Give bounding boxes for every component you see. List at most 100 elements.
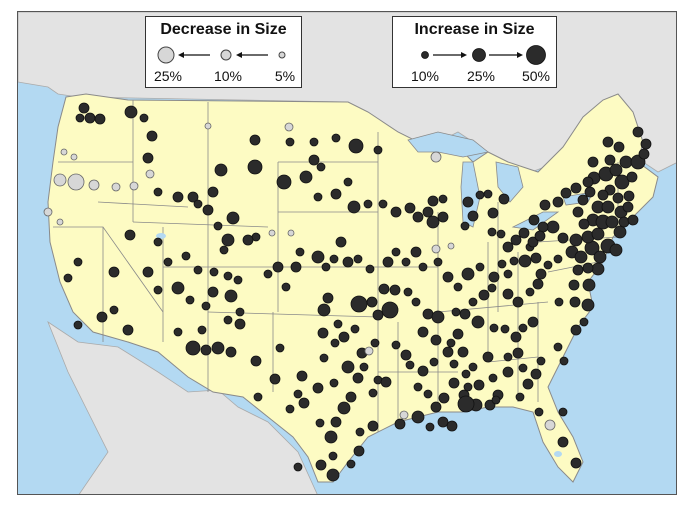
increase-site-dot [269, 373, 281, 385]
increase-site-dot [442, 271, 454, 283]
legend-decrease-label-5: 5% [274, 68, 296, 84]
increase-site-dot [478, 289, 490, 301]
increase-site-dot [601, 200, 615, 214]
increase-site-dot [224, 289, 238, 303]
increase-site-dot [185, 340, 201, 356]
increase-site-dot [473, 379, 485, 391]
increase-site-dot [173, 327, 183, 337]
increase-site-dot [532, 278, 544, 290]
increase-site-dot [317, 327, 329, 339]
increase-site-dot [543, 260, 553, 270]
increase-site-dot [461, 369, 471, 379]
increase-site-dot [193, 265, 203, 275]
increase-site-dot [63, 273, 73, 283]
increase-site-dot [614, 174, 630, 190]
legend-increase: Increase in Size 10% 25% 50% [392, 16, 557, 88]
increase-site-dot [370, 338, 380, 348]
increase-site-dot [570, 457, 582, 469]
decrease-site-dot [284, 122, 294, 132]
increase-site-dot [502, 288, 514, 300]
decrease-site-dot [399, 410, 409, 420]
increase-site-dot [365, 264, 375, 274]
increase-site-dot [73, 257, 83, 267]
increase-site-dot [632, 126, 644, 138]
increase-site-dot [602, 136, 614, 148]
increase-site-dot [290, 261, 302, 273]
increase-site-dot [353, 445, 365, 457]
increase-site-dot [296, 370, 308, 382]
increase-site-dot [498, 193, 510, 205]
increase-site-dot [200, 344, 212, 356]
increase-site-dot [422, 308, 434, 320]
increase-site-dot [593, 250, 607, 264]
increase-site-dot [446, 420, 458, 432]
decrease-site-dot [204, 122, 212, 130]
increase-site-dot [312, 382, 324, 394]
increase-site-dot [207, 286, 219, 298]
legend-decrease-10-dot [220, 49, 232, 61]
increase-site-dot [570, 324, 582, 336]
increase-site-dot [487, 227, 497, 237]
increase-site-dot [353, 254, 363, 264]
increase-site-dot [328, 451, 338, 461]
legend-decrease-arrowhead-1 [178, 52, 184, 58]
us-map [18, 12, 676, 494]
decrease-site-dot [111, 182, 121, 192]
increase-site-dot [534, 230, 546, 242]
increase-site-dot [502, 366, 514, 378]
legend-decrease: Decrease in Size 25% 10% 5% [145, 16, 302, 88]
increase-site-dot [321, 262, 331, 272]
increase-site-dot [537, 221, 549, 233]
increase-site-dot [462, 196, 474, 208]
increase-site-dot [426, 215, 440, 229]
increase-site-dot [522, 378, 534, 390]
increase-site-dot [559, 356, 569, 366]
increase-site-dot [211, 341, 225, 355]
increase-site-dot [482, 351, 494, 363]
increase-site-dot [574, 250, 588, 264]
increase-site-dot [491, 395, 501, 405]
increase-site-dot [235, 307, 245, 317]
increase-site-dot [298, 397, 310, 409]
increase-site-dot [525, 287, 535, 297]
increase-site-dot [367, 420, 379, 432]
decrease-site-dot [447, 242, 455, 250]
legend-increase-25-dot [472, 48, 486, 62]
increase-site-dot [281, 282, 291, 292]
increase-site-dot [249, 134, 261, 146]
increase-site-dot [591, 227, 605, 241]
increase-site-dot [171, 281, 185, 295]
increase-site-dot [487, 207, 499, 219]
legend-decrease-title: Decrease in Size [160, 21, 287, 38]
increase-site-dot [557, 436, 569, 448]
increase-site-dot [350, 324, 360, 334]
increase-site-dot [467, 210, 479, 222]
increase-site-dot [496, 229, 506, 239]
increase-site-dot [330, 338, 340, 348]
increase-site-dot [233, 275, 243, 285]
increase-site-dot [512, 296, 524, 308]
increase-site-dot [338, 331, 350, 343]
increase-site-dot [94, 113, 106, 125]
increase-site-dot [330, 416, 342, 428]
increase-site-dot [316, 162, 326, 172]
increase-site-dot [468, 297, 478, 307]
increase-site-dot [219, 245, 229, 255]
increase-site-dot [582, 262, 594, 274]
increase-site-dot [337, 401, 351, 415]
increase-site-dot [146, 130, 158, 142]
decrease-site-dot [67, 173, 85, 191]
increase-site-dot [626, 171, 638, 183]
increase-site-dot [433, 257, 443, 267]
site-dots [43, 102, 652, 482]
increase-site-dot [497, 259, 507, 269]
increase-site-dot [557, 232, 569, 244]
increase-site-dot [411, 410, 425, 424]
increase-site-dot [372, 309, 384, 321]
increase-site-dot [84, 112, 96, 124]
increase-site-dot [315, 418, 325, 428]
increase-site-dot [609, 243, 623, 257]
increase-site-dot [457, 346, 469, 358]
increase-site-dot [322, 292, 334, 304]
decrease-site-dot [430, 151, 442, 163]
